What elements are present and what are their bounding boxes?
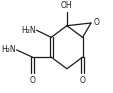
- Text: O: O: [79, 76, 85, 85]
- Text: O: O: [93, 18, 99, 27]
- Text: O: O: [29, 76, 35, 85]
- Text: H₂N: H₂N: [1, 45, 15, 54]
- Text: H₂N: H₂N: [21, 26, 35, 35]
- Text: OH: OH: [61, 1, 72, 10]
